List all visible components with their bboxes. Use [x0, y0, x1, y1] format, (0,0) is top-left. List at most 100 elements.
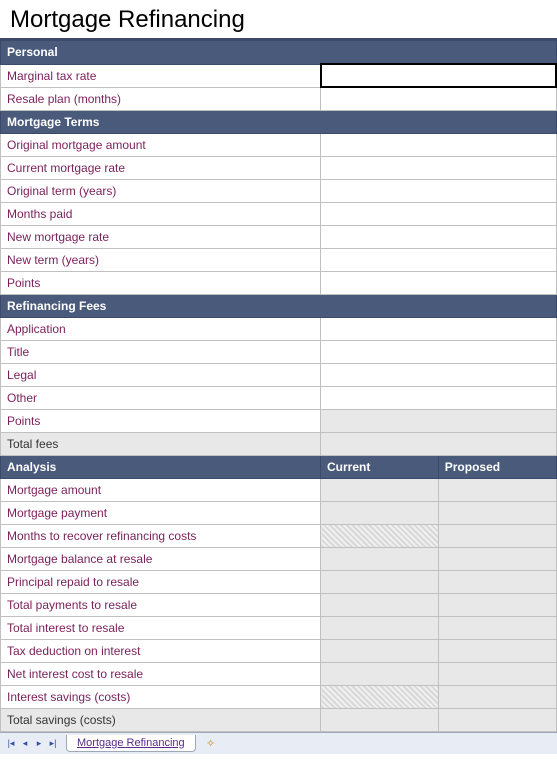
value-cell-current[interactable] [321, 547, 439, 570]
table-row: Marginal tax rate [1, 64, 557, 87]
value-cell-current[interactable] [321, 570, 439, 593]
value-cell-current[interactable] [321, 524, 439, 547]
tab-first-icon[interactable]: |◂ [4, 735, 18, 751]
section-header-label: Mortgage Terms [1, 110, 557, 133]
tab-prev-icon[interactable]: ◂ [18, 735, 32, 751]
value-cell-proposed[interactable] [438, 593, 556, 616]
row-label: Current mortgage rate [1, 156, 321, 179]
value-cell-proposed[interactable] [438, 685, 556, 708]
row-label: Net interest cost to resale [1, 662, 321, 685]
table-row: New mortgage rate [1, 225, 557, 248]
value-cell-proposed[interactable] [438, 547, 556, 570]
section-header-row: Personal [1, 41, 557, 65]
value-cell[interactable] [321, 409, 557, 432]
section-header-label: Analysis [1, 455, 321, 478]
table-row: Original term (years) [1, 179, 557, 202]
row-label: Legal [1, 363, 321, 386]
row-label: New term (years) [1, 248, 321, 271]
table-row: Total payments to resale [1, 593, 557, 616]
value-cell[interactable] [321, 317, 557, 340]
row-label: Resale plan (months) [1, 87, 321, 110]
value-cell-current[interactable] [321, 593, 439, 616]
row-label: Months to recover refinancing costs [1, 524, 321, 547]
sheet-tab-bar: |◂ ◂ ▸ ▸| Mortgage Refinancing ✧ [0, 732, 557, 754]
table-row: Net interest cost to resale [1, 662, 557, 685]
value-cell-current[interactable] [321, 662, 439, 685]
column-header-current: Current [321, 455, 439, 478]
row-label: Interest savings (costs) [1, 685, 321, 708]
row-label: Total payments to resale [1, 593, 321, 616]
table-row: Other [1, 386, 557, 409]
table-row: Total interest to resale [1, 616, 557, 639]
value-cell-proposed[interactable] [438, 662, 556, 685]
table-row: Application [1, 317, 557, 340]
table-row: Current mortgage rate [1, 156, 557, 179]
section-header-label: Personal [1, 41, 557, 65]
table-row: Points [1, 271, 557, 294]
value-cell[interactable] [321, 363, 557, 386]
column-header-proposed: Proposed [438, 455, 556, 478]
value-cell[interactable] [321, 432, 557, 455]
row-label: Other [1, 386, 321, 409]
row-label: Tax deduction on interest [1, 639, 321, 662]
value-cell[interactable] [321, 340, 557, 363]
value-cell-current[interactable] [321, 708, 439, 731]
new-sheet-icon[interactable]: ✧ [202, 735, 220, 751]
table-row: Mortgage balance at resale [1, 547, 557, 570]
row-label: Marginal tax rate [1, 64, 321, 87]
value-cell-proposed[interactable] [438, 524, 556, 547]
value-cell[interactable] [321, 179, 557, 202]
value-cell-current[interactable] [321, 501, 439, 524]
table-row: Resale plan (months) [1, 87, 557, 110]
value-cell[interactable] [321, 133, 557, 156]
value-cell[interactable] [321, 87, 557, 110]
row-label: Total fees [1, 432, 321, 455]
value-cell[interactable] [321, 202, 557, 225]
row-label: New mortgage rate [1, 225, 321, 248]
value-cell[interactable] [321, 248, 557, 271]
page-title: Mortgage Refinancing [0, 0, 557, 40]
value-cell-proposed[interactable] [438, 478, 556, 501]
value-cell-proposed[interactable] [438, 570, 556, 593]
value-cell-current[interactable] [321, 639, 439, 662]
value-cell-proposed[interactable] [438, 708, 556, 731]
worksheet-table: PersonalMarginal tax rateResale plan (mo… [0, 40, 557, 732]
row-label: Principal repaid to resale [1, 570, 321, 593]
row-label: Months paid [1, 202, 321, 225]
sheet-tab-active[interactable]: Mortgage Refinancing [66, 735, 196, 752]
row-label: Total savings (costs) [1, 708, 321, 731]
tab-next-icon[interactable]: ▸ [32, 735, 46, 751]
table-row: Title [1, 340, 557, 363]
value-cell-proposed[interactable] [438, 639, 556, 662]
section-header-row: Mortgage Terms [1, 110, 557, 133]
row-label: Total interest to resale [1, 616, 321, 639]
value-cell[interactable] [321, 156, 557, 179]
row-label: Points [1, 409, 321, 432]
section-header-row: AnalysisCurrentProposed [1, 455, 557, 478]
value-cell-current[interactable] [321, 478, 439, 501]
section-header-row: Refinancing Fees [1, 294, 557, 317]
table-row: Points [1, 409, 557, 432]
row-label: Original term (years) [1, 179, 321, 202]
value-cell-current[interactable] [321, 616, 439, 639]
row-label: Mortgage balance at resale [1, 547, 321, 570]
row-label: Mortgage payment [1, 501, 321, 524]
value-cell[interactable] [321, 271, 557, 294]
section-header-label: Refinancing Fees [1, 294, 557, 317]
value-cell[interactable] [321, 64, 557, 87]
row-label: Original mortgage amount [1, 133, 321, 156]
table-row: Months to recover refinancing costs [1, 524, 557, 547]
row-label: Mortgage amount [1, 478, 321, 501]
table-row: Principal repaid to resale [1, 570, 557, 593]
tab-last-icon[interactable]: ▸| [46, 735, 60, 751]
value-cell[interactable] [321, 386, 557, 409]
table-row: Total savings (costs) [1, 708, 557, 731]
value-cell[interactable] [321, 225, 557, 248]
table-row: Mortgage amount [1, 478, 557, 501]
table-row: Tax deduction on interest [1, 639, 557, 662]
table-row: Legal [1, 363, 557, 386]
value-cell-proposed[interactable] [438, 501, 556, 524]
table-row: Mortgage payment [1, 501, 557, 524]
value-cell-current[interactable] [321, 685, 439, 708]
value-cell-proposed[interactable] [438, 616, 556, 639]
